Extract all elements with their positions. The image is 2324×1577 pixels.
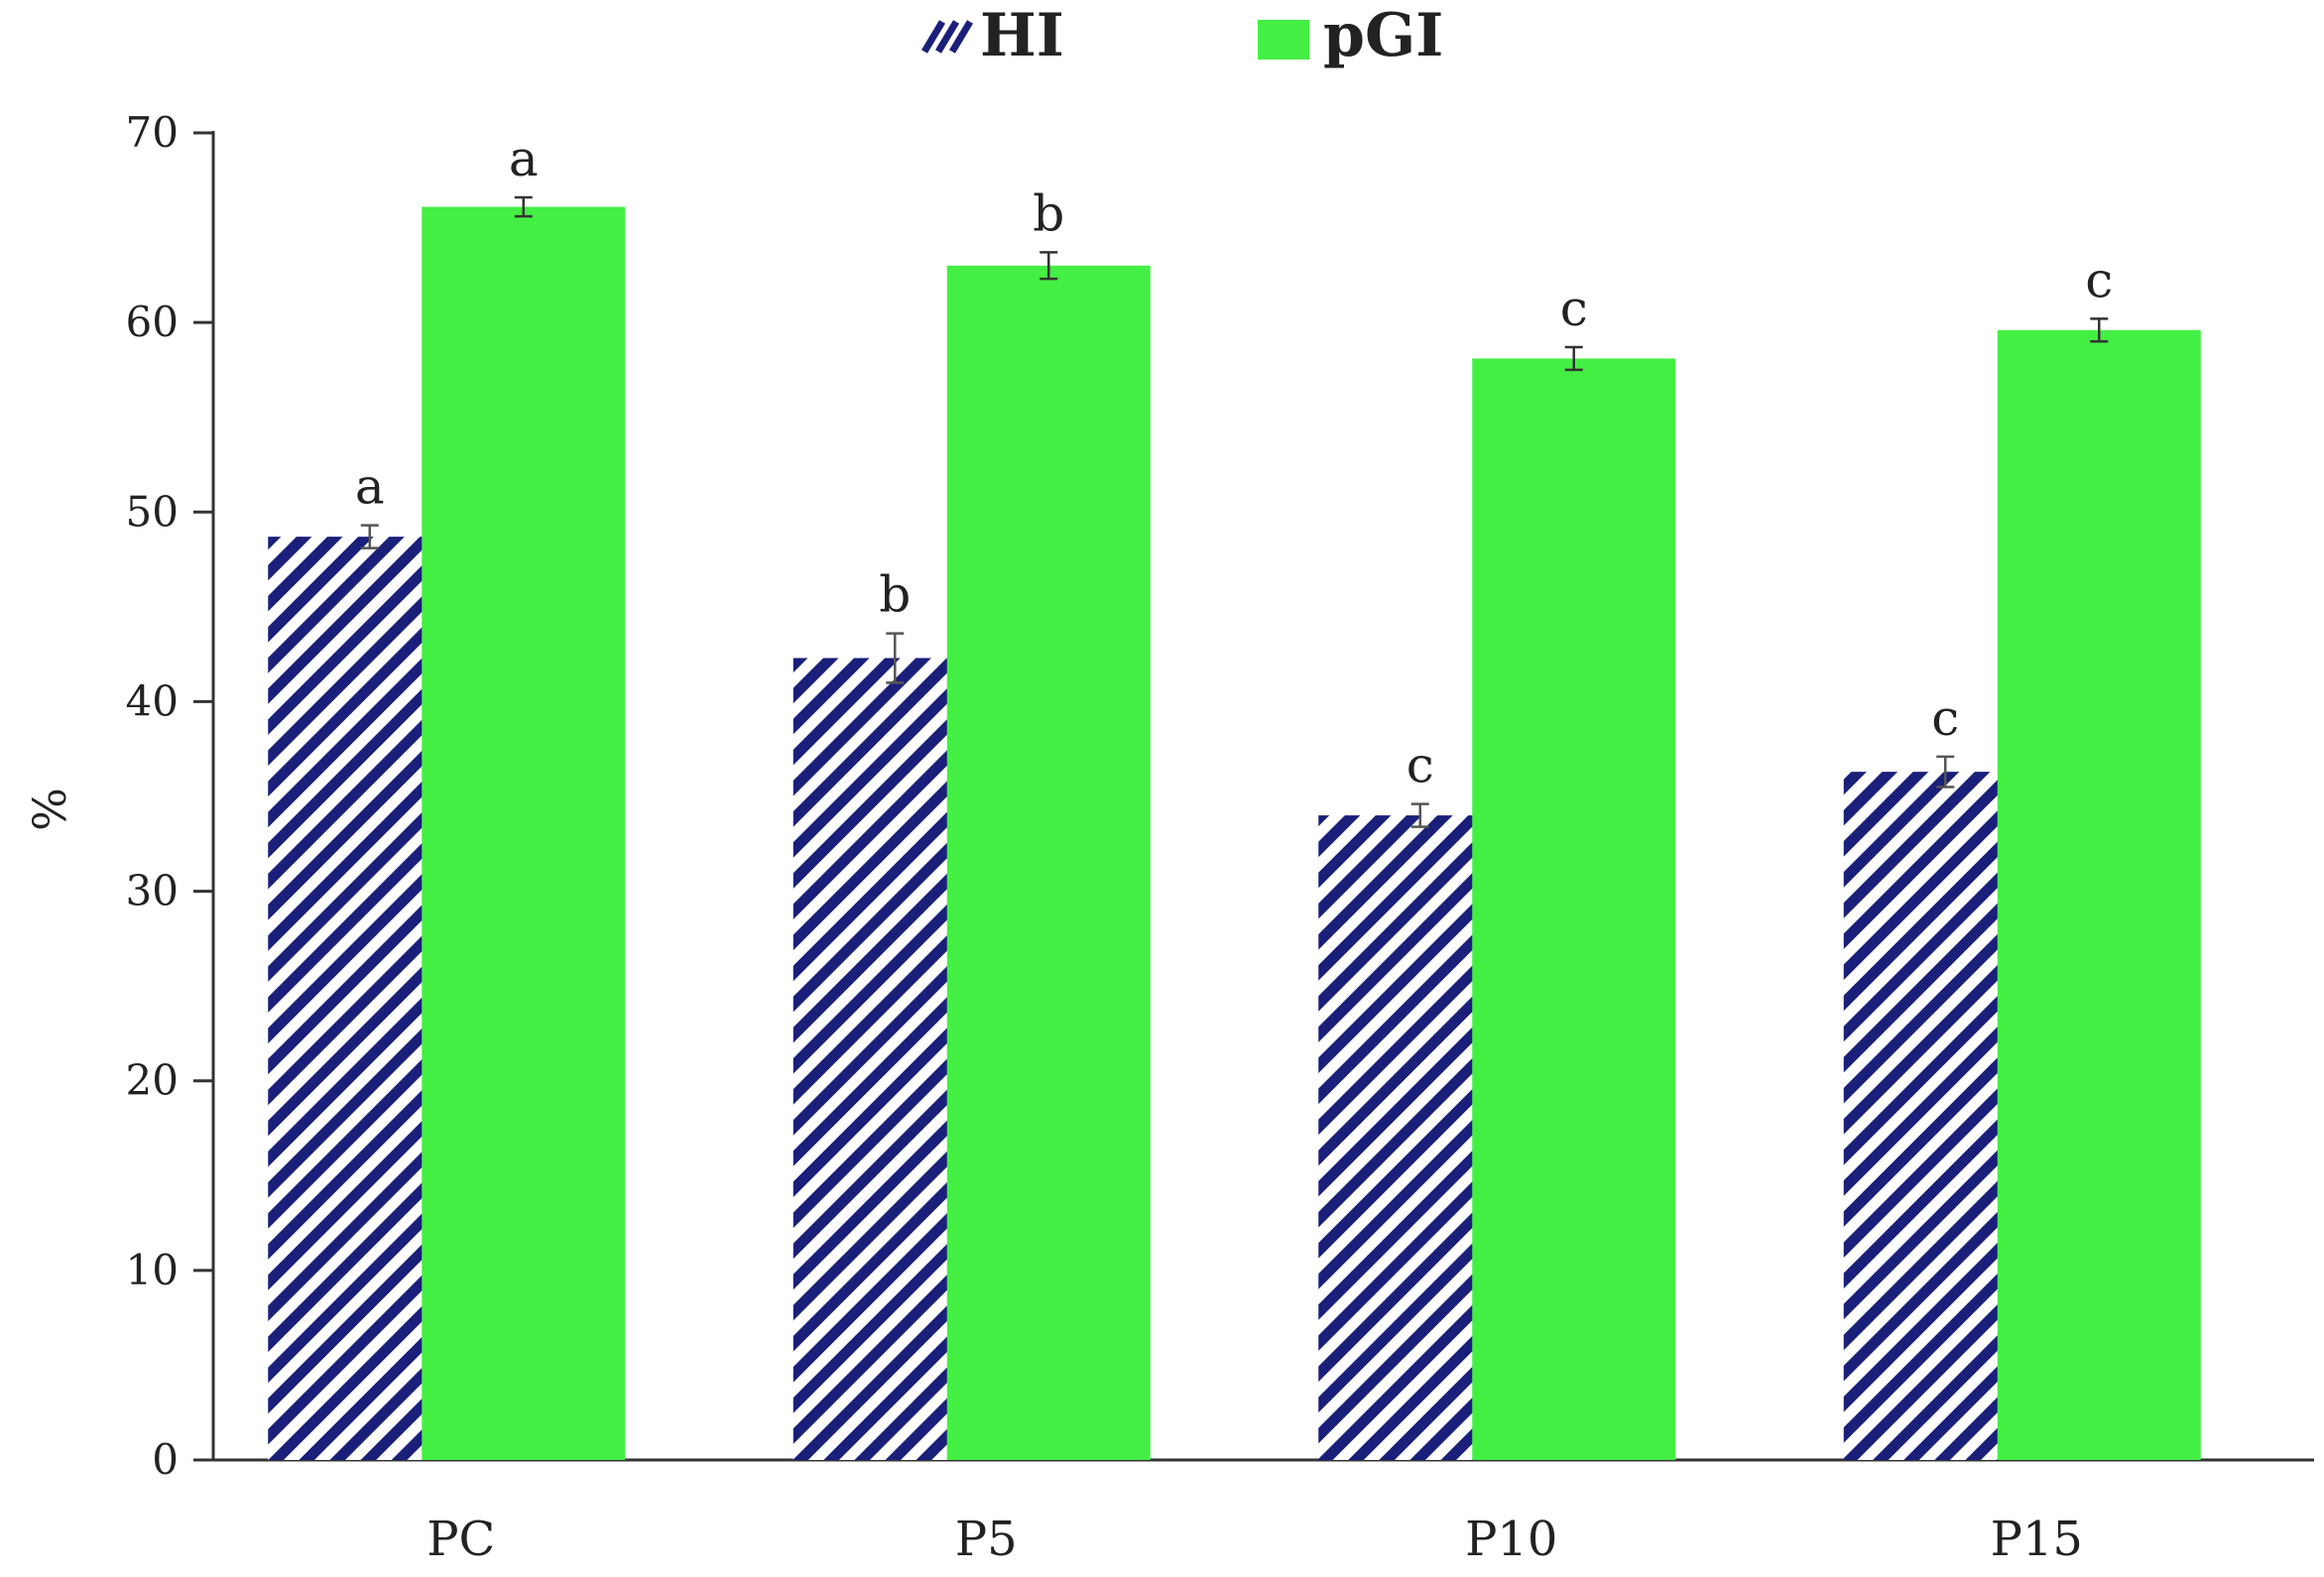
bars (268, 206, 2201, 1461)
error-bar-hi-p15 (1936, 755, 1955, 788)
significance-label: b (1033, 184, 1064, 242)
y-tick-label: 20 (126, 1056, 179, 1105)
bar-pgi-p5 (946, 265, 1151, 1460)
legend-label-hi: HI (980, 1, 1064, 70)
error-bar-pgi-p15 (2090, 317, 2109, 343)
y-tick-label: 30 (126, 867, 179, 915)
error-bar-hi-p5 (886, 632, 905, 684)
legend-item-hi: HI (920, 1, 1064, 70)
y-tick-label: 70 (126, 108, 179, 157)
bar-pgi-p10 (1472, 358, 1676, 1461)
y-tick-label: 0 (152, 1435, 179, 1484)
legend: HI pGI (920, 1, 1443, 70)
significance-label: b (879, 566, 911, 624)
x-tick-labels: PC P5 P10 P15 (427, 1512, 2083, 1567)
x-tick-label: P15 (1991, 1512, 2083, 1567)
error-bar-pgi-pc (514, 195, 533, 218)
x-tick-label: P10 (1465, 1512, 1557, 1567)
legend-swatch-pgi (1258, 20, 1309, 60)
error-bar-hi-pc (360, 524, 379, 549)
significance-labels: a a b b c c c c (355, 130, 2113, 794)
x-tick-label: PC (427, 1512, 495, 1567)
error-bar-pgi-p10 (1564, 345, 1583, 372)
legend-item-pgi: pGI (1258, 1, 1443, 70)
error-bars (360, 195, 2109, 828)
y-tick-label: 60 (126, 298, 179, 346)
y-axis-title: % (23, 788, 76, 831)
bar-pgi-pc (422, 206, 626, 1461)
y-tick-label: 50 (126, 487, 179, 536)
bar-pgi-p15 (1997, 329, 2201, 1460)
legend-label-pgi: pGI (1323, 1, 1443, 70)
y-tick-label: 10 (126, 1246, 179, 1294)
significance-label: c (1407, 737, 1434, 794)
y-tick-label: 40 (126, 676, 179, 725)
significance-label: c (1560, 280, 1588, 337)
significance-label: a (355, 458, 385, 516)
x-tick-label: P5 (955, 1512, 1018, 1567)
significance-label: a (509, 130, 539, 187)
error-bar-pgi-p5 (1040, 251, 1058, 281)
significance-label: c (1931, 689, 1959, 747)
error-bar-hi-p10 (1410, 802, 1429, 828)
y-ticks: 0 10 20 30 40 50 60 70 (126, 108, 213, 1484)
legend-swatch-hi (920, 20, 974, 54)
significance-label: c (2085, 251, 2113, 308)
